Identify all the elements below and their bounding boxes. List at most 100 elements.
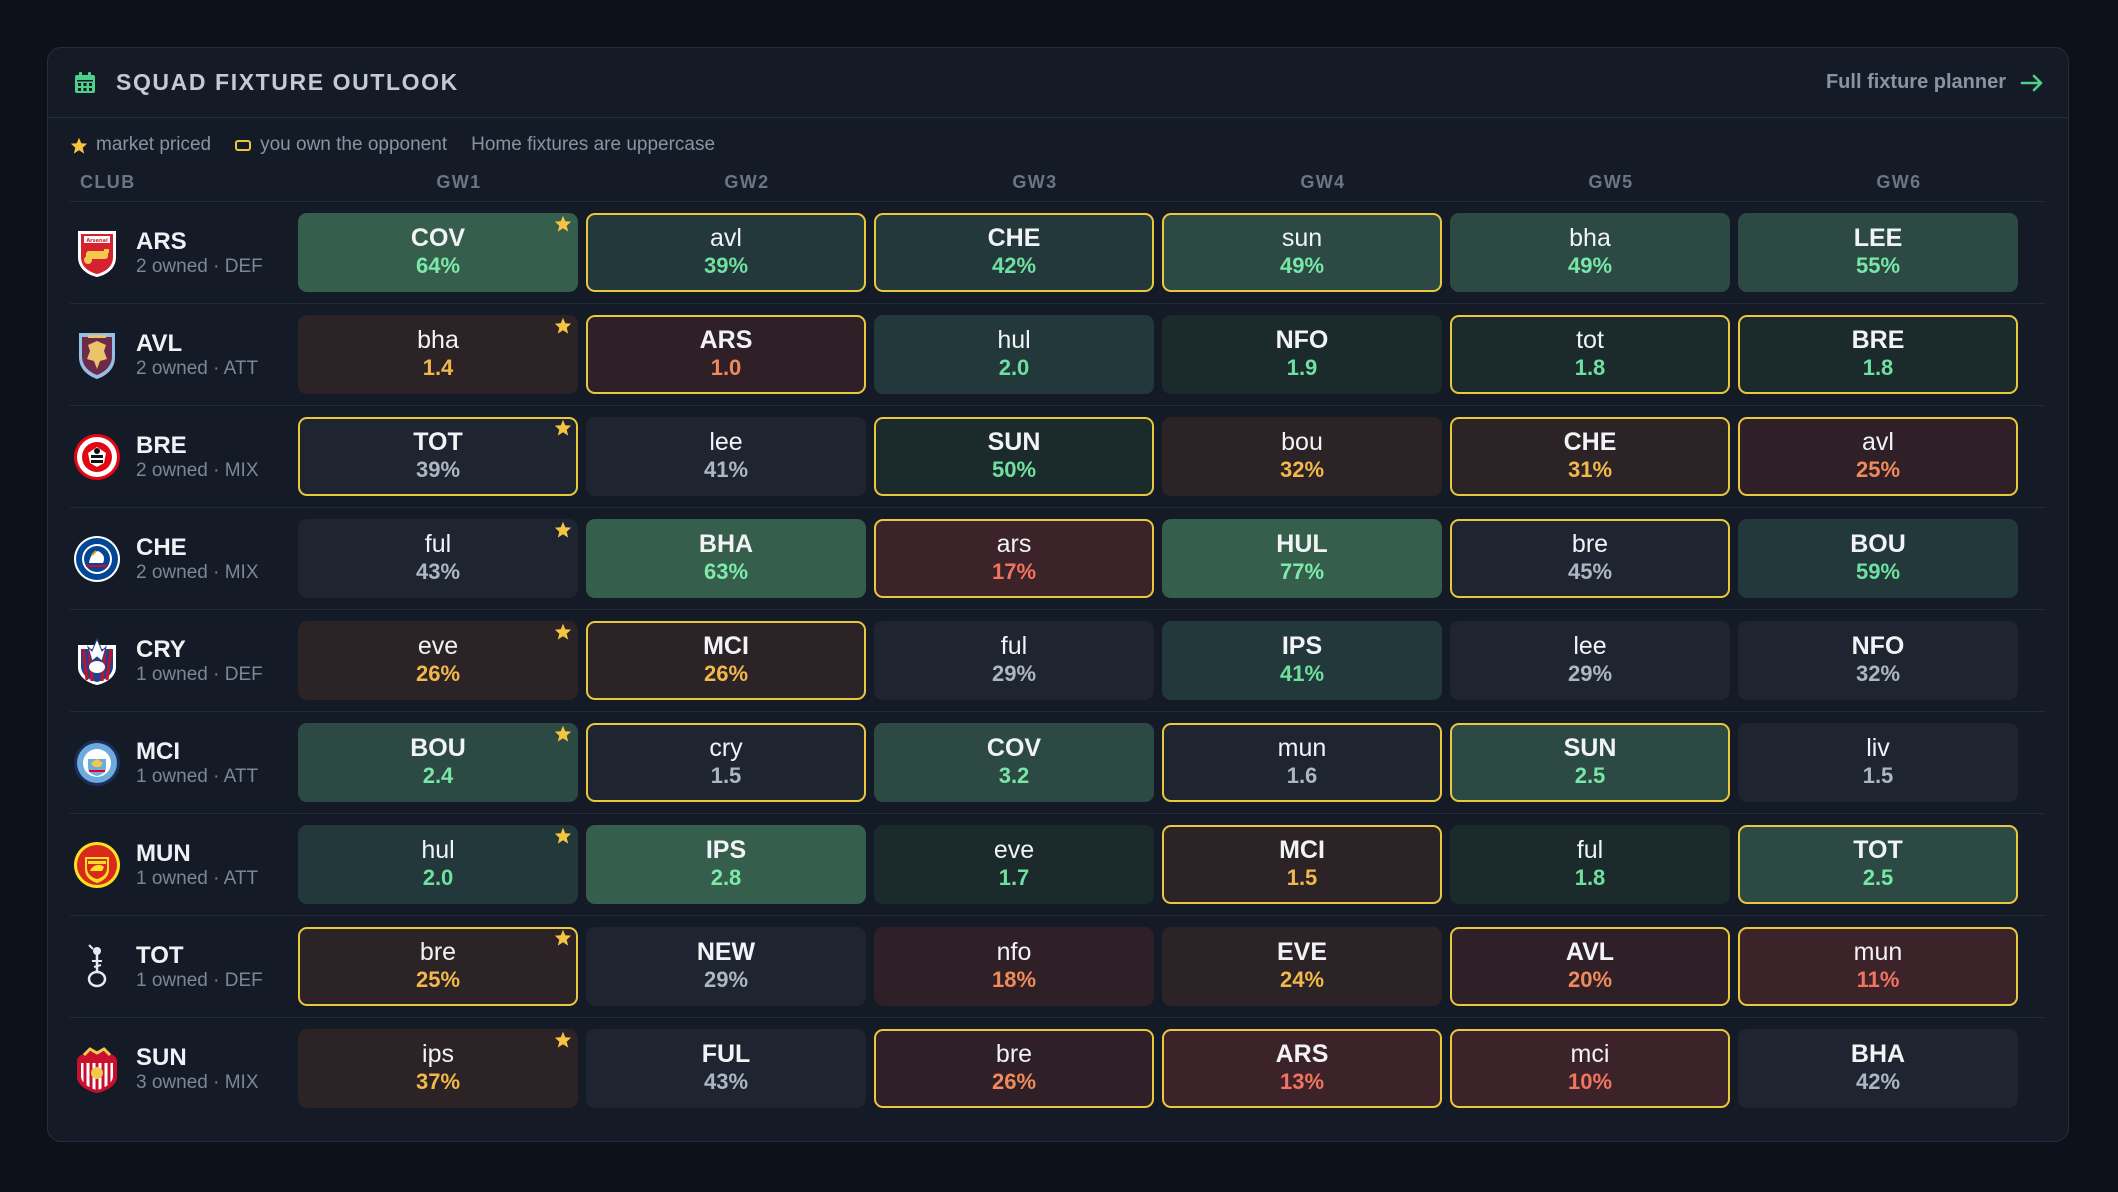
fixture-opponent: hul xyxy=(997,326,1031,354)
fixture-cell[interactable]: mun 1.6 xyxy=(1162,723,1442,802)
fixture-cell[interactable]: cry 1.5 xyxy=(586,723,866,802)
fixture-cell[interactable]: hul 2.0 xyxy=(874,315,1154,394)
fixture-value: 49% xyxy=(1567,253,1613,278)
fixture-opponent: AVL xyxy=(1565,938,1615,966)
fixture-cell[interactable]: bre 45% xyxy=(1450,519,1730,598)
fixture-opponent: CHE xyxy=(1563,428,1617,456)
fixture-cell[interactable]: eve 26% xyxy=(298,621,578,700)
club-owned-meta: 3 owned · MIX xyxy=(136,1072,259,1093)
fixture-cell[interactable]: ips 37% xyxy=(298,1029,578,1108)
fixture-cell[interactable]: SUN 2.5 xyxy=(1450,723,1730,802)
fixture-value: 1.9 xyxy=(1286,355,1318,380)
fixture-opponent: BRE xyxy=(1851,326,1905,354)
fixture-cell[interactable]: nfo 18% xyxy=(874,927,1154,1006)
fixture-cell[interactable]: bre 26% xyxy=(874,1029,1154,1108)
crystal-palace-crest xyxy=(72,635,122,687)
fixture-cell[interactable]: ars 17% xyxy=(874,519,1154,598)
fixture-cell[interactable]: sun 49% xyxy=(1162,213,1442,292)
fixture-cell[interactable]: BRE 1.8 xyxy=(1738,315,2018,394)
club-cell[interactable]: AVL 2 owned · ATT xyxy=(70,304,300,406)
club-cell[interactable]: BRE 2 owned · MIX xyxy=(70,406,300,508)
fixture-cell[interactable]: ARS 1.0 xyxy=(586,315,866,394)
fixture-cell[interactable]: hul 2.0 xyxy=(298,825,578,904)
fixture-cell[interactable]: IPS 2.8 xyxy=(586,825,866,904)
club-owned-meta: 1 owned · DEF xyxy=(136,664,263,685)
club-cell[interactable]: Arsenal ARS 2 owned · DEF xyxy=(70,202,300,304)
fixture-cell[interactable]: BOU 2.4 xyxy=(298,723,578,802)
column-header-gw2: GW2 xyxy=(724,172,770,192)
club-text: SUN 3 owned · MIX xyxy=(136,1044,259,1094)
fixture-opponent: bre xyxy=(995,1040,1033,1068)
fixture-cell[interactable]: liv 1.5 xyxy=(1738,723,2018,802)
club-cell[interactable]: CHE 2 owned · MIX xyxy=(70,508,300,610)
fixture-cell[interactable]: CHE 31% xyxy=(1450,417,1730,496)
svg-text:Arsenal: Arsenal xyxy=(86,238,108,244)
club-text: TOT 1 owned · DEF xyxy=(136,942,263,992)
fixture-cell[interactable]: NEW 29% xyxy=(586,927,866,1006)
fixture-cell[interactable]: bha 1.4 xyxy=(298,315,578,394)
club-code: BRE xyxy=(136,432,187,459)
club-code: TOT xyxy=(136,942,184,969)
fixture-cell[interactable]: lee 41% xyxy=(586,417,866,496)
fixture-cell[interactable]: NFO 1.9 xyxy=(1162,315,1442,394)
club-code: ARS xyxy=(136,228,187,255)
arsenal-crest: Arsenal xyxy=(72,227,122,279)
fixture-cell[interactable]: mci 10% xyxy=(1450,1029,1730,1108)
fixture-opponent: NFO xyxy=(1275,326,1329,354)
fixture-cell[interactable]: NFO 32% xyxy=(1738,621,2018,700)
fixture-opponent: ful xyxy=(1576,836,1604,864)
fixture-cell[interactable]: LEE 55% xyxy=(1738,213,2018,292)
fixture-opponent: mci xyxy=(1570,1040,1610,1068)
fixture-cell[interactable]: FUL 43% xyxy=(586,1029,866,1108)
fixture-cell[interactable]: BHA 42% xyxy=(1738,1029,2018,1108)
fixture-opponent: cry xyxy=(709,734,743,762)
fixture-cell[interactable]: bre 25% xyxy=(298,927,578,1006)
fixture-opponent: bre xyxy=(1571,530,1609,558)
fixture-cell[interactable]: HUL 77% xyxy=(1162,519,1442,598)
fixture-opponent: mun xyxy=(1853,938,1903,966)
fixture-cell[interactable]: lee 29% xyxy=(1450,621,1730,700)
fixture-cell[interactable]: eve 1.7 xyxy=(874,825,1154,904)
fixture-cell[interactable]: avl 39% xyxy=(586,213,866,292)
fixture-value: 2.0 xyxy=(422,865,454,890)
fixture-cell[interactable]: BOU 59% xyxy=(1738,519,2018,598)
fixture-value: 10% xyxy=(1567,1069,1613,1094)
fixture-cell[interactable]: tot 1.8 xyxy=(1450,315,1730,394)
fixture-value: 49% xyxy=(1279,253,1325,278)
fixture-cell[interactable]: COV 3.2 xyxy=(874,723,1154,802)
fixture-cell[interactable]: SUN 50% xyxy=(874,417,1154,496)
club-cell[interactable]: CRY 1 owned · DEF xyxy=(70,610,300,712)
fixture-cell[interactable]: COV 64% xyxy=(298,213,578,292)
fixture-cell[interactable]: AVL 20% xyxy=(1450,927,1730,1006)
fixture-value: 24% xyxy=(1279,967,1325,992)
fixture-cell[interactable]: CHE 42% xyxy=(874,213,1154,292)
club-cell[interactable]: MCI 1 owned · ATT xyxy=(70,712,300,814)
fixture-cell[interactable]: BHA 63% xyxy=(586,519,866,598)
club-code: SUN xyxy=(136,1044,187,1071)
club-cell[interactable]: MUN 1 owned · ATT xyxy=(70,814,300,916)
fixture-cell[interactable]: MCI 1.5 xyxy=(1162,825,1442,904)
fixture-cell[interactable]: ful 29% xyxy=(874,621,1154,700)
fixture-cell[interactable]: ARS 13% xyxy=(1162,1029,1442,1108)
fixture-cell[interactable]: MCI 26% xyxy=(586,621,866,700)
fixture-cell[interactable]: ful 1.8 xyxy=(1450,825,1730,904)
fixture-cell[interactable]: avl 25% xyxy=(1738,417,2018,496)
fixture-value: 32% xyxy=(1279,457,1325,482)
column-header-club: CLUB xyxy=(80,172,136,192)
fixture-cell[interactable]: IPS 41% xyxy=(1162,621,1442,700)
fixture-cell[interactable]: EVE 24% xyxy=(1162,927,1442,1006)
fixture-cell[interactable]: bha 49% xyxy=(1450,213,1730,292)
fixture-cell[interactable]: ful 43% xyxy=(298,519,578,598)
fixture-cell[interactable]: TOT 39% xyxy=(298,417,578,496)
fixture-cell[interactable]: mun 11% xyxy=(1738,927,2018,1006)
owned-outline-swatch xyxy=(235,139,252,151)
fixture-cell[interactable]: TOT 2.5 xyxy=(1738,825,2018,904)
full-fixture-planner-link[interactable]: Full fixture planner xyxy=(1826,71,2044,94)
club-cell[interactable]: TOT 1 owned · DEF xyxy=(70,916,300,1018)
fixture-value: 41% xyxy=(703,457,749,482)
fixture-value: 1.5 xyxy=(1286,865,1318,890)
market-priced-star-icon xyxy=(554,317,572,339)
fixture-value: 1.8 xyxy=(1862,355,1894,380)
fixture-cell[interactable]: bou 32% xyxy=(1162,417,1442,496)
club-cell[interactable]: SUN 3 owned · MIX xyxy=(70,1018,300,1120)
